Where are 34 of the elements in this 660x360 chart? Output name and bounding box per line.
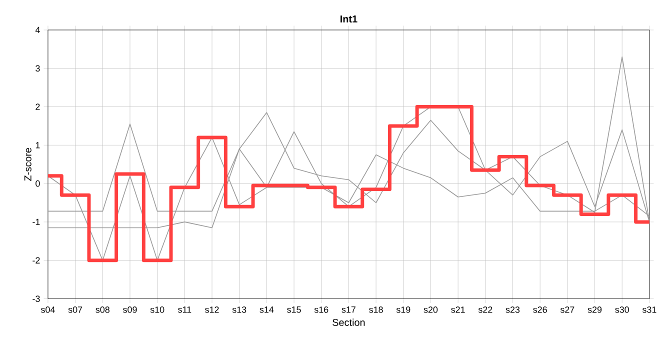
x-tick-label: s17 [342,306,356,313]
x-tick-label: s20 [424,306,438,314]
x-tick-label: s04 [41,306,55,314]
x-tick-label: s10 [150,306,164,314]
y-tick-label: 1 [36,142,40,148]
chart-title: Int1 [340,16,358,23]
x-tick-label: s14 [260,306,274,313]
x-tick-label: s31 [642,306,656,314]
x-tick-label: s16 [314,306,328,314]
y-tick-label: 0 [36,180,40,187]
x-axis-title: Section [332,318,365,326]
x-tick-label: s26 [533,306,547,314]
x-tick-label: s23 [506,306,520,314]
x-tick-label: s29 [588,306,602,314]
x-tick-label: s19 [396,306,410,314]
x-tick-label: s08 [96,306,110,314]
x-tick-label: s21 [451,306,465,314]
x-tick-label: s15 [287,306,301,313]
x-tick-label: s11 [178,306,192,313]
x-tick-label: s13 [232,306,246,314]
x-tick-label: s22 [478,306,492,314]
y-tick-label: 3 [36,65,40,72]
y-tick-label: -1 [32,219,40,226]
y-tick-label: 2 [36,104,40,110]
x-tick-label: s09 [123,306,137,314]
y-tick-label: -2 [32,257,40,264]
y-tick-label: 4 [35,27,40,34]
x-tick-label: s30 [615,306,629,314]
x-tick-label: s07 [68,306,82,314]
y-tick-label: -3 [32,296,40,302]
y-axis-title: Z-score [24,148,32,182]
x-tick-label: s18 [369,306,383,314]
x-tick-label: s27 [560,306,574,314]
x-tick-label: s12 [205,306,219,314]
